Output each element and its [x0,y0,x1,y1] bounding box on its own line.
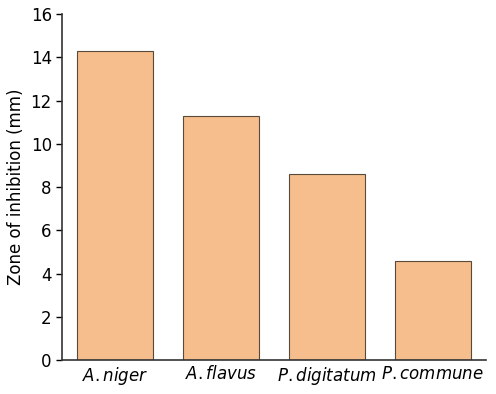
Bar [289,174,365,360]
Y-axis label: Zone of inhibition (mm): Zone of inhibition (mm) [7,89,25,285]
Bar [183,116,259,360]
Bar [77,51,153,360]
Bar [395,261,471,360]
